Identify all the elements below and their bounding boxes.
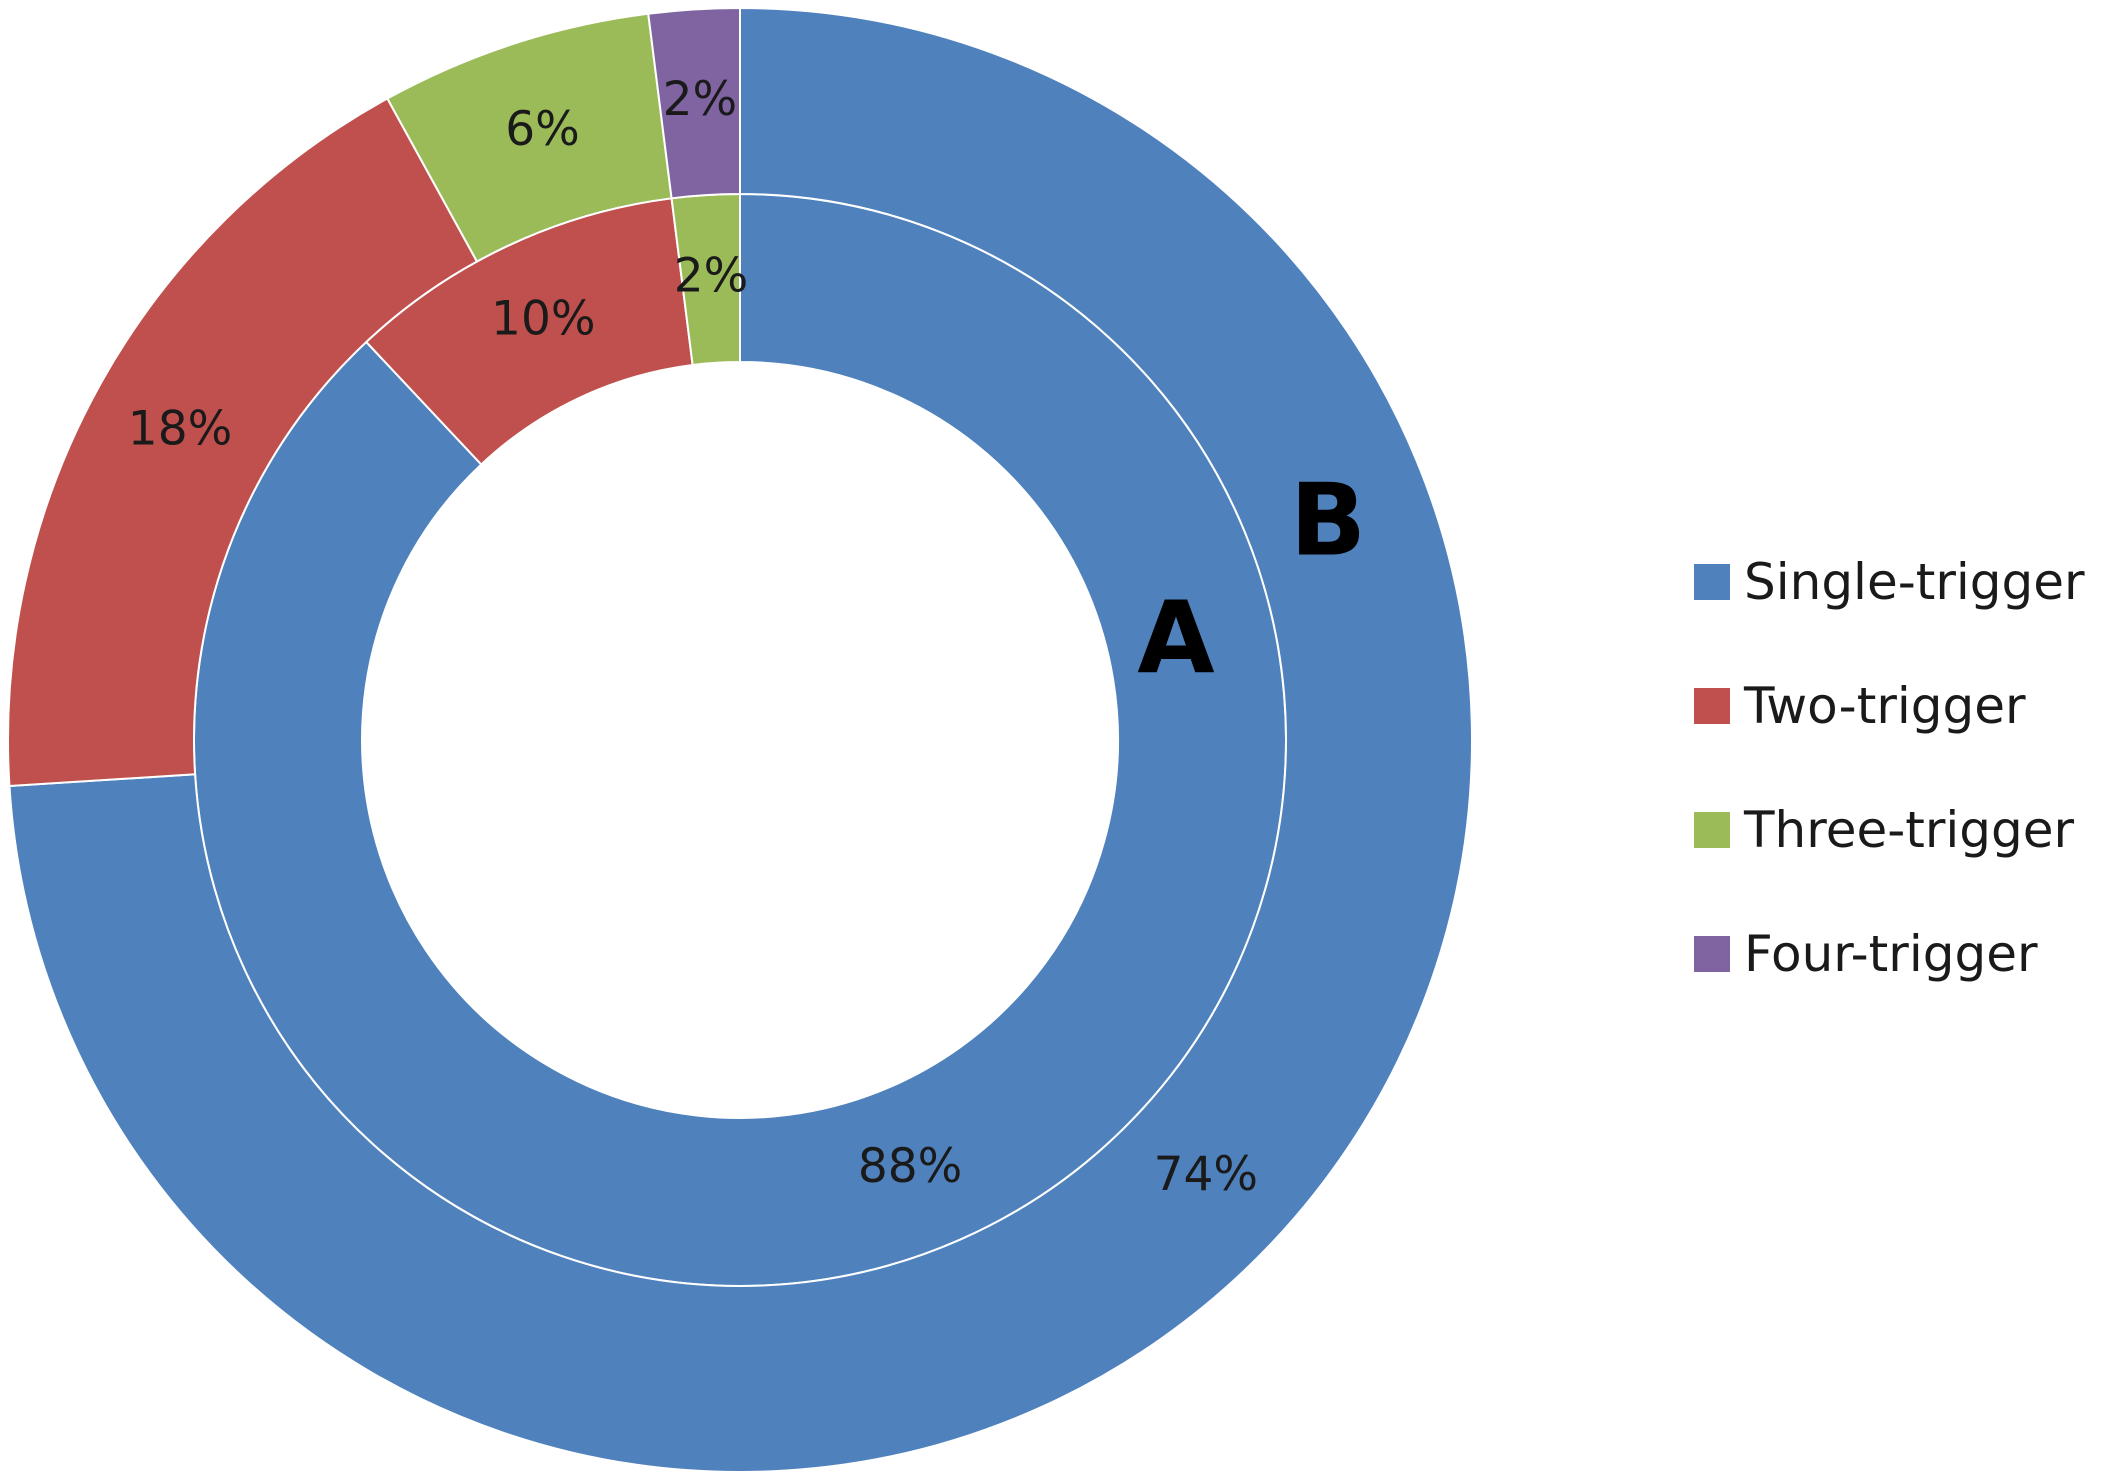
ring-label-a: A	[1137, 579, 1214, 696]
data-label-a-three-trigger: 2%	[674, 248, 749, 303]
legend-item-three-trigger: Three-trigger	[1694, 768, 2085, 892]
slice-b-two-trigger	[7, 97, 479, 788]
legend-label-two-trigger: Two-trigger	[1744, 677, 2026, 735]
slice-b-four-trigger	[647, 6, 741, 200]
data-label-b-four-trigger: 2%	[663, 72, 738, 127]
legend-swatch-four-trigger	[1694, 936, 1730, 972]
legend-item-four-trigger: Four-trigger	[1694, 892, 2085, 1016]
data-label-b-two-trigger: 18%	[128, 402, 232, 457]
ring-label-b: B	[1290, 461, 1366, 578]
legend-swatch-two-trigger	[1694, 688, 1730, 724]
legend-item-single-trigger: Single-trigger	[1694, 520, 2085, 644]
data-label-a-two-trigger: 10%	[491, 291, 595, 346]
legend-swatch-single-trigger	[1694, 564, 1730, 600]
data-label-b-single-trigger: 74%	[1154, 1147, 1258, 1202]
legend-swatch-three-trigger	[1694, 812, 1730, 848]
donut-chart: 88% 10% 2% A 74% 18% 6% 2% B	[7, 6, 1473, 1473]
data-label-b-three-trigger: 6%	[505, 102, 580, 157]
legend-label-single-trigger: Single-trigger	[1744, 553, 2085, 611]
legend-item-two-trigger: Two-trigger	[1694, 644, 2085, 768]
legend-label-four-trigger: Four-trigger	[1744, 925, 2038, 983]
data-label-a-single-trigger: 88%	[858, 1139, 962, 1194]
legend-label-three-trigger: Three-trigger	[1744, 801, 2075, 859]
slice-b-single-trigger	[8, 6, 1473, 1473]
legend: Single-trigger Two-trigger Three-trigger…	[1694, 520, 2085, 1016]
